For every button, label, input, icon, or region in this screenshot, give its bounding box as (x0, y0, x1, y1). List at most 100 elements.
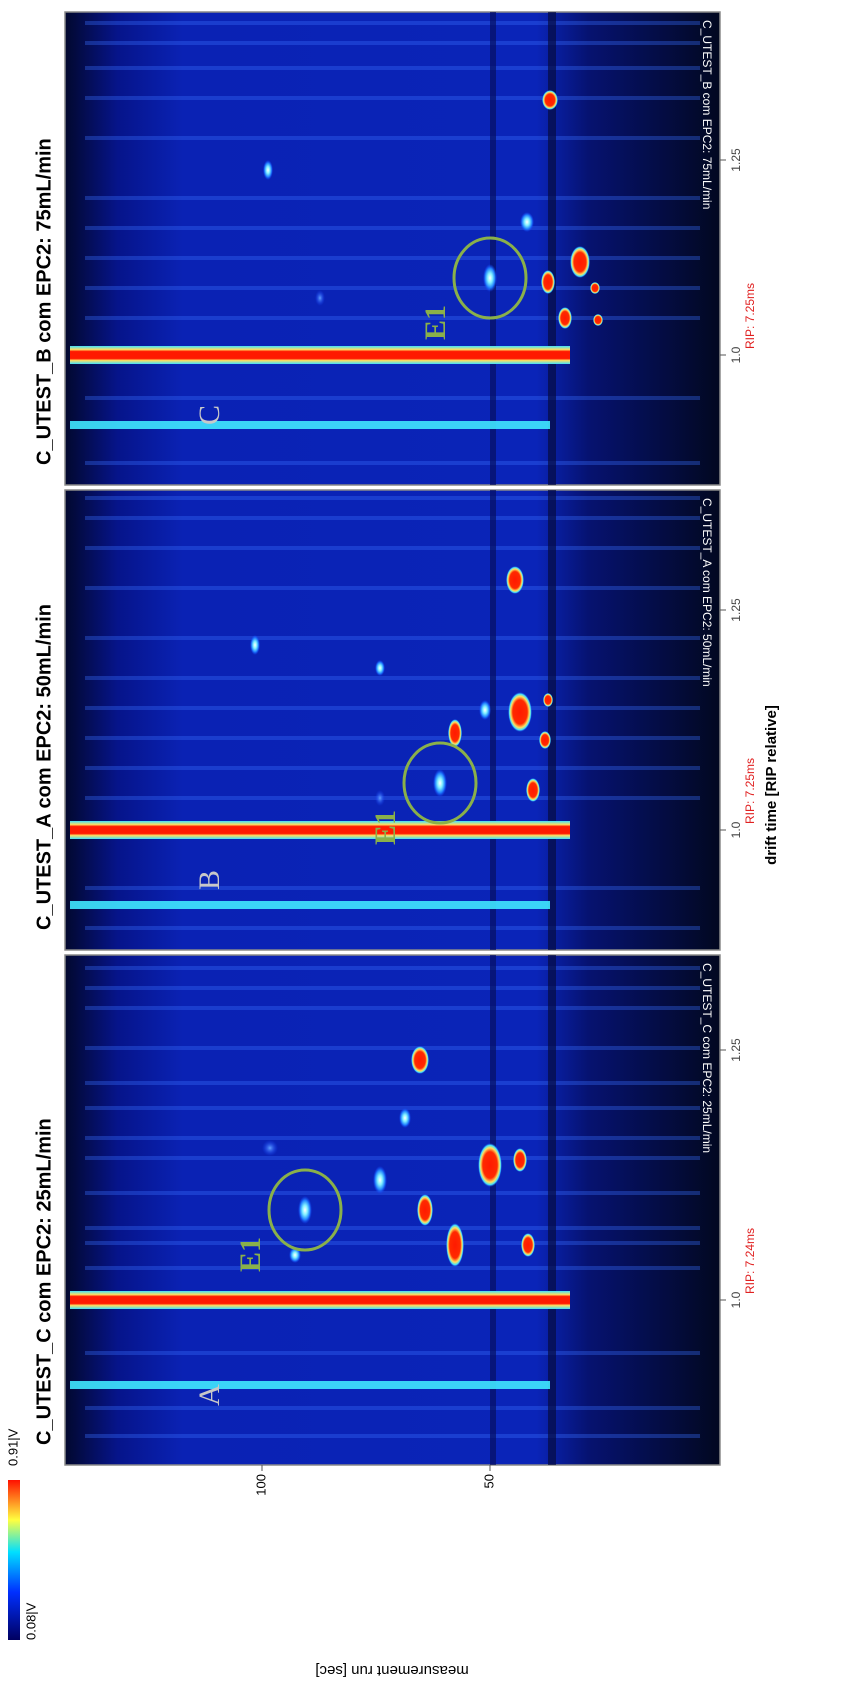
y-tick-label: 50 (481, 1474, 496, 1488)
drift-stripe (85, 1434, 700, 1438)
drift-stripe (85, 986, 700, 990)
peak-spot (541, 270, 555, 294)
panel-letter: A (193, 1384, 226, 1406)
peak-spot (558, 307, 572, 329)
drift-stripe (85, 461, 700, 465)
drift-stripe (85, 226, 700, 230)
peak-spot (375, 790, 385, 806)
peak-spot (543, 693, 553, 707)
rip-label: RIP: 7.25ms (743, 283, 757, 349)
drift-stripe (85, 1226, 700, 1230)
panel-letter: B (193, 870, 226, 890)
peak-spot (250, 635, 260, 655)
peak-label: E1 (234, 1237, 267, 1272)
horizontal-band (548, 490, 556, 950)
drift-stripe (85, 636, 700, 640)
peak-spot (448, 719, 462, 747)
heatmap-panel (64, 11, 721, 486)
peak-spot (433, 769, 447, 797)
rip-line (70, 821, 570, 839)
panel-footer: C_UTEST_C com EPC2: 25mL/min (700, 963, 714, 1153)
drift-stripe (85, 286, 700, 290)
panel-background (64, 489, 721, 951)
peak-spot (262, 1140, 278, 1156)
peak-spot (506, 566, 524, 594)
cyan-line (70, 421, 550, 429)
drift-stripe (85, 676, 700, 680)
peak-spot (298, 1196, 312, 1224)
peak-spot (373, 1166, 387, 1194)
peak-spot (411, 1046, 429, 1074)
drift-stripe (85, 196, 700, 200)
drift-stripe (85, 1006, 700, 1010)
peak-spot (479, 700, 491, 720)
peak-spot (570, 246, 590, 278)
peak-spot (263, 160, 273, 180)
peak-spot (417, 1194, 433, 1226)
drift-stripe (85, 96, 700, 100)
x-tick-label: 1.0 (729, 346, 743, 363)
drift-stripe (85, 1106, 700, 1110)
drift-stripe (85, 586, 700, 590)
drift-stripe (85, 1156, 700, 1160)
drift-stripe (85, 926, 700, 930)
panel-title: C_UTEST_B com EPC2: 75mL/min (33, 138, 55, 465)
peak-spot (483, 264, 497, 292)
x-axis-label: drift time [RIP relative] (763, 705, 780, 865)
peak-spot (446, 1223, 464, 1267)
panel-footer: C_UTEST_B com EPC2: 75mL/min (700, 20, 714, 209)
rip-line (70, 346, 570, 364)
drift-stripe (85, 41, 700, 45)
horizontal-band (490, 12, 496, 485)
colorbar-max-label: 0.91|V (5, 1428, 20, 1466)
x-tick-label: 1.25 (729, 598, 743, 622)
drift-stripe (85, 706, 700, 710)
horizontal-band (490, 955, 496, 1465)
colorbar-min-label: 0.08|V (23, 1602, 38, 1640)
peak-spot (315, 290, 325, 306)
drift-stripe (85, 766, 700, 770)
drift-stripe (85, 966, 700, 970)
drift-stripe (85, 66, 700, 70)
drift-stripe (85, 1406, 700, 1410)
cyan-line (70, 901, 550, 909)
panel-background (64, 11, 721, 486)
colorbar (8, 1480, 20, 1640)
drift-stripe (85, 516, 700, 520)
peak-spot (542, 90, 558, 110)
drift-stripe (85, 256, 700, 260)
peak-spot (593, 314, 603, 326)
drift-stripe (85, 1266, 700, 1270)
peak-spot (590, 282, 600, 294)
heatmap-panel (64, 489, 721, 951)
drift-stripe (85, 396, 700, 400)
panel-title: C_UTEST_C com EPC2: 25mL/min (33, 1118, 55, 1445)
x-tick-label: 1.0 (729, 1291, 743, 1308)
drift-stripe (85, 736, 700, 740)
drift-stripe (85, 1081, 700, 1085)
peak-circle (402, 741, 478, 825)
y-axis-label: measurement run [sec] (315, 1662, 468, 1679)
drift-stripe (85, 546, 700, 550)
y-tick-label: 100 (253, 1474, 268, 1496)
peak-spot (513, 1148, 527, 1172)
x-tick-label: 1.25 (729, 148, 743, 172)
peak-spot (289, 1247, 301, 1263)
drift-stripe (85, 1351, 700, 1355)
panel-title: C_UTEST_A com EPC2: 50mL/min (33, 604, 55, 930)
drift-stripe (85, 796, 700, 800)
drift-stripe (85, 1136, 700, 1140)
horizontal-band (548, 12, 556, 485)
drift-stripe (85, 21, 700, 25)
peak-spot (375, 660, 385, 676)
peak-spot (399, 1108, 411, 1128)
rip-label: RIP: 7.24ms (743, 1228, 757, 1294)
peak-spot (521, 1233, 535, 1257)
peak-circle (452, 236, 528, 320)
drift-stripe (85, 1191, 700, 1195)
peak-spot (520, 212, 534, 232)
rip-line (70, 1291, 570, 1309)
